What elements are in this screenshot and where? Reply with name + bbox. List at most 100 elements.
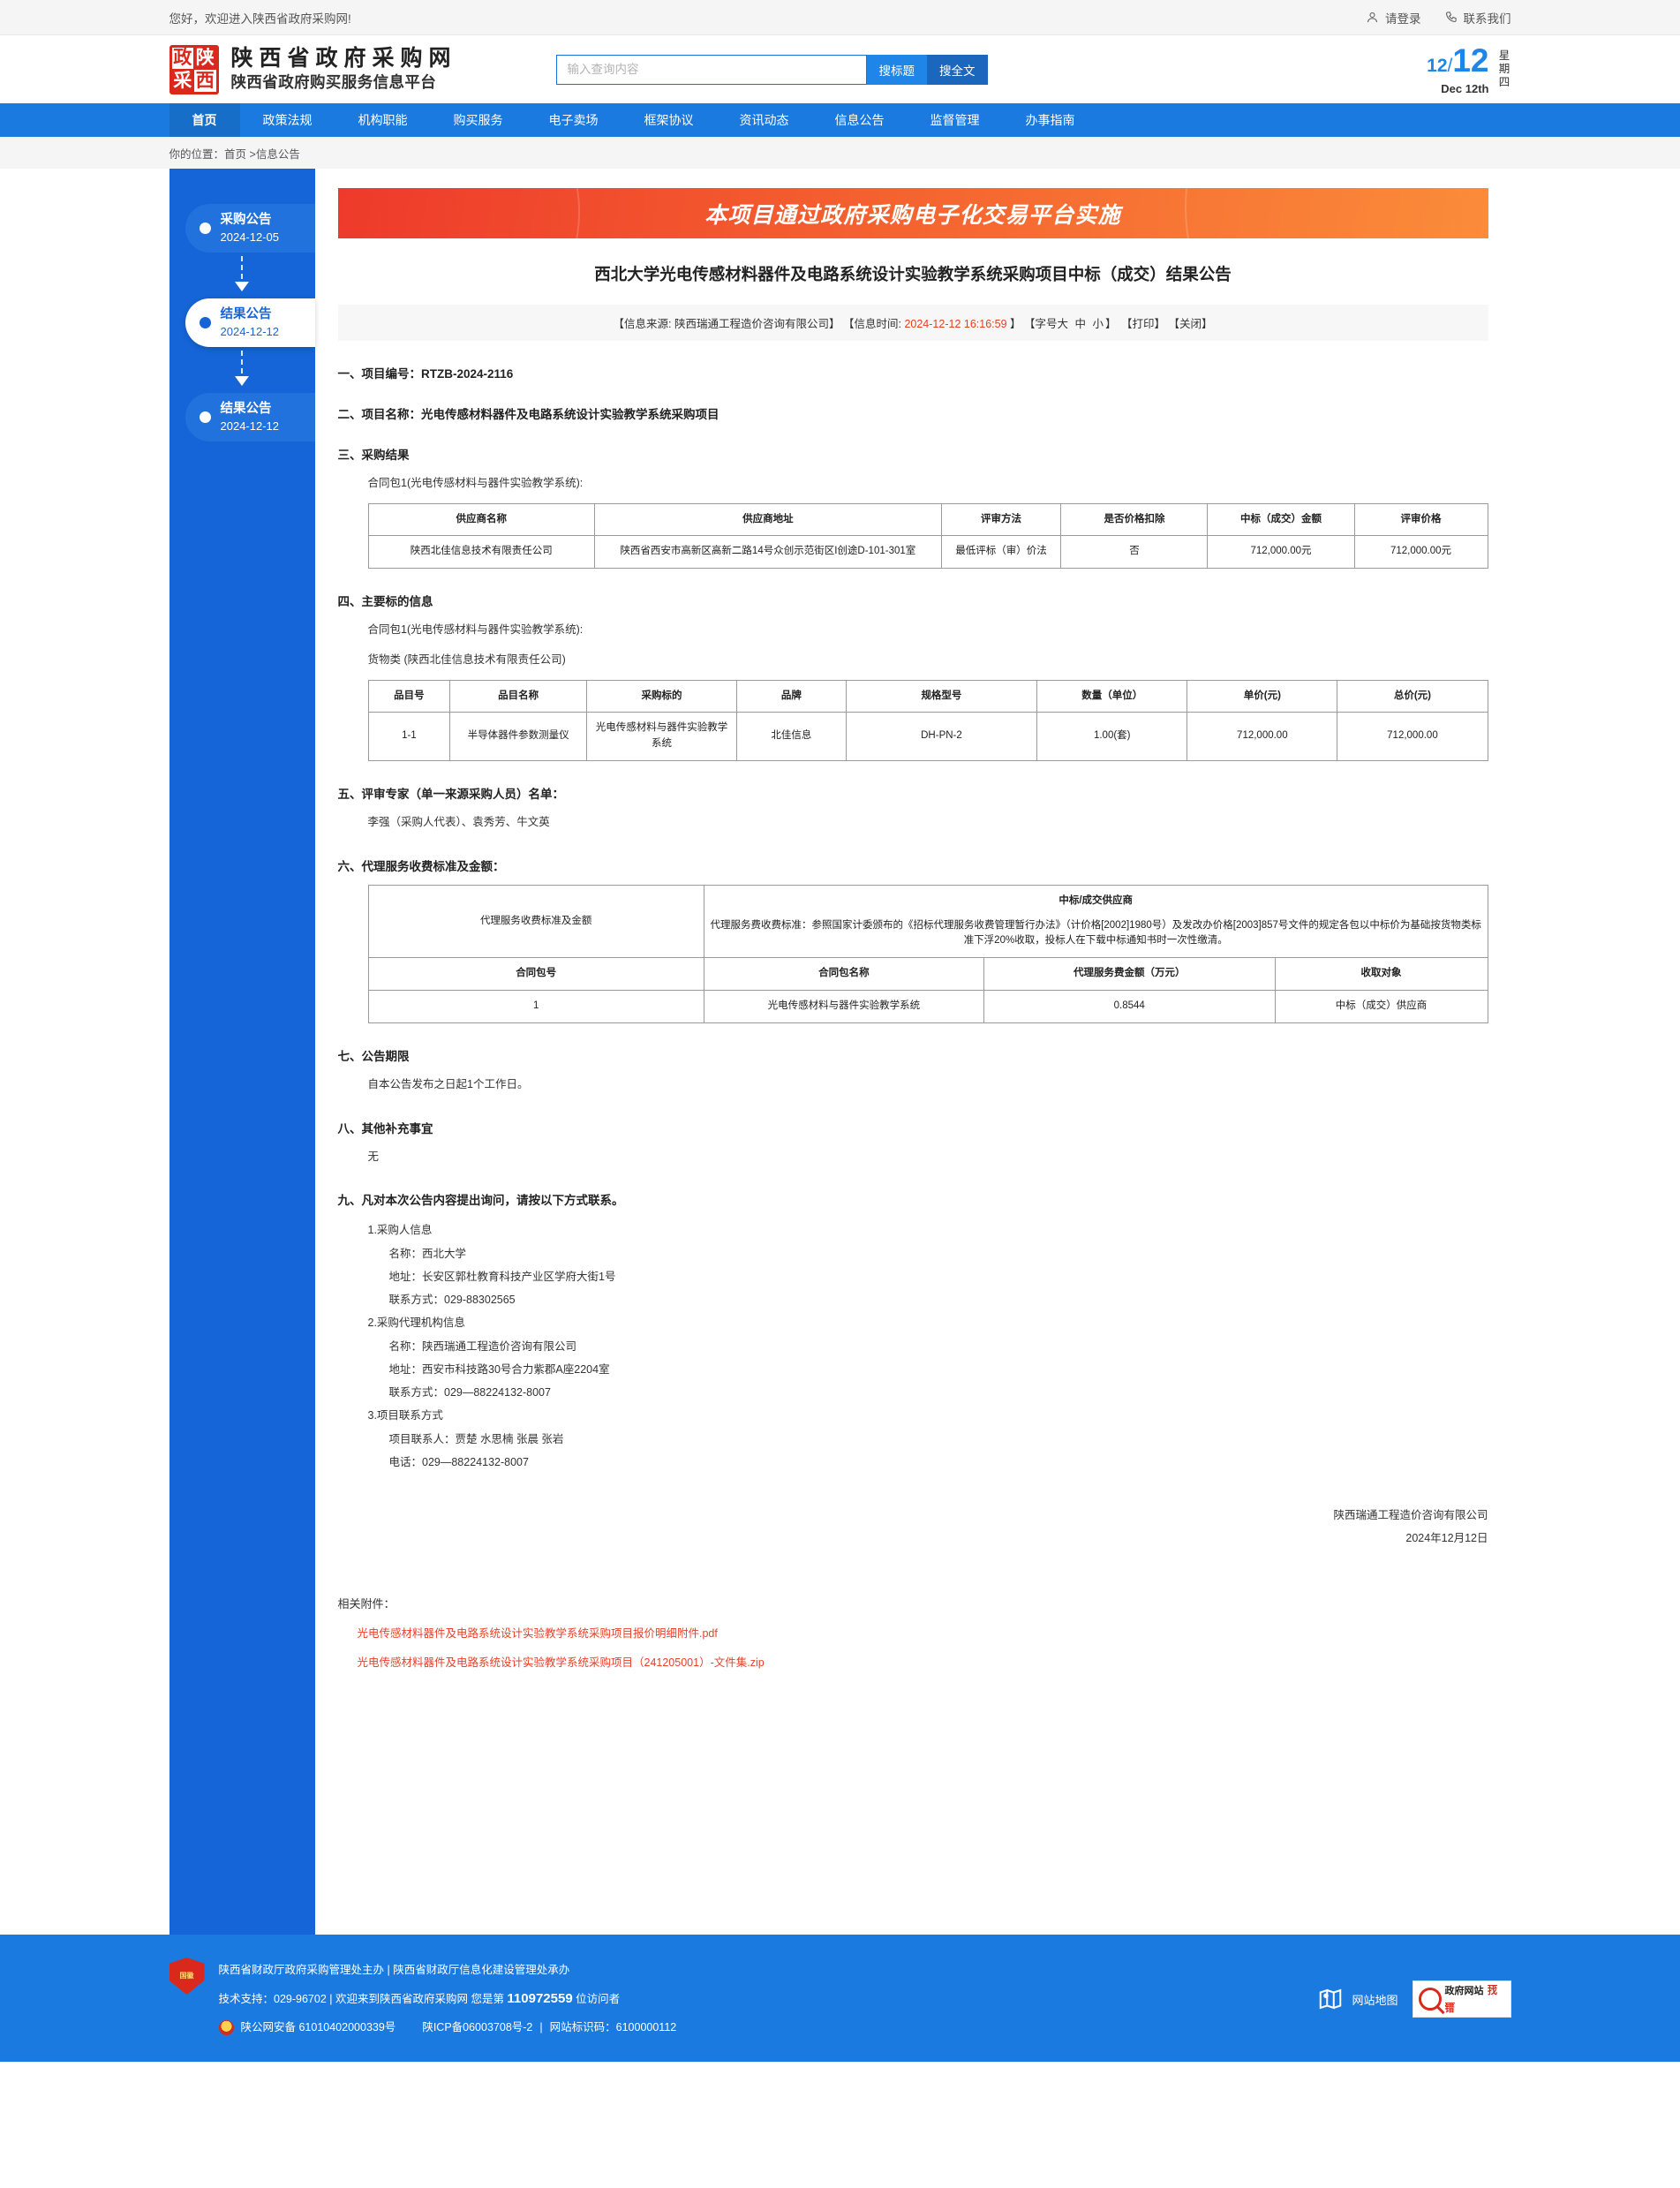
search-title-button[interactable]: 搜标题 xyxy=(866,54,928,85)
purchaser-address: 地址：长安区郭杜教育科技产业区学府大街1号 xyxy=(388,1270,616,1283)
breadcrumb-home[interactable]: 首页 xyxy=(224,147,247,161)
close-button[interactable]: 【关闭】 xyxy=(1168,317,1213,330)
agency-address: 地址：西安市科技路30号合力紫郡A座2204室 xyxy=(388,1362,610,1376)
attachments-heading: 相关附件： xyxy=(337,1596,396,1611)
nav-item-6[interactable]: 资讯动态 xyxy=(739,113,789,127)
section-2-heading: 二、项目名称：光电传感材料器件及电路系统设计实验教学系统采购项目 xyxy=(337,407,719,421)
signature-date: 2024年12月12日 xyxy=(1405,1532,1488,1545)
timeline-item-title: 结果公告 xyxy=(220,402,272,417)
police-beian-link[interactable]: 陕公网安备 61010402000339号 xyxy=(240,2020,396,2033)
column-header: 中标（成交）金额 xyxy=(1207,502,1355,537)
breadcrumb-current[interactable]: 信息公告 xyxy=(255,147,300,161)
column-header: 品目号 xyxy=(367,679,451,713)
sitemap-link[interactable]: 网站地图 xyxy=(1317,1986,1398,2012)
section-8-heading: 八、其他补充事宜 xyxy=(337,1121,433,1135)
section-other-matters: 八、其他补充事宜 无 xyxy=(338,1119,1488,1168)
section-agency-fee: 六、代理服务收费标准及金额： 代理服务收费标准及金额 中标/成交供应商 代理服务费收… xyxy=(338,856,1488,1023)
column-header: 是否价格扣除 xyxy=(1060,502,1209,537)
table-row: 陕西北佳信息技术有限责任公司 陕西省西安市高新区高新二路14号众创示范街区I创途D… xyxy=(367,535,1488,570)
search-area: 搜标题 搜全文 xyxy=(555,54,988,85)
contact-group-1-heading: 1.采购人信息 xyxy=(367,1224,433,1237)
column-header: 规格型号 xyxy=(845,679,1038,713)
section-3-subtitle: 合同包1(光电传感材料与器件实验教学系统): xyxy=(367,476,584,489)
visitor-count: 110972559 xyxy=(507,1991,573,2007)
timeline-item-date: 2024-12-05 xyxy=(220,230,280,245)
login-link[interactable]: 请登录 xyxy=(1366,9,1421,26)
login-label: 请登录 xyxy=(1385,11,1421,26)
nav-item-3[interactable]: 购买服务 xyxy=(453,113,503,127)
timeline-arrow-icon xyxy=(170,347,315,393)
banner-text: 本项目通过政府采购电子化交易平台实施 xyxy=(704,202,1121,228)
site-subtitle: 陕西省政府购买服务信息平台 xyxy=(230,72,437,91)
table-header-row: 供应商名称 供应商地址 评审方法 是否价格扣除 中标（成交）金额 评审价格 xyxy=(367,502,1488,537)
contact-link[interactable]: 联系我们 xyxy=(1444,9,1511,26)
column-header: 合同包号 xyxy=(367,957,704,992)
section-procurement-result: 三、采购结果 合同包1(光电传感材料与器件实验教学系统): 供应商名称 供应商地址… xyxy=(338,445,1488,570)
weekday-label: 星期四 xyxy=(1498,49,1510,89)
print-button[interactable]: 【打印】 xyxy=(1120,317,1165,330)
agency-phone: 联系方式：029—88224132-8007 xyxy=(388,1386,551,1400)
nav-item-4[interactable]: 电子卖场 xyxy=(548,113,599,127)
table-header-row: 品目号 品目名称 采购标的 品牌 规格型号 数量（单位） 单价(元) 总价(元) xyxy=(367,679,1488,713)
gov-website-error-report-badge[interactable]: 政府网站 找错 xyxy=(1412,1981,1511,2018)
info-source-label: 【信息来源: xyxy=(613,317,672,330)
attachment-link-0[interactable]: 光电传感材料器件及电路系统设计实验教学系统采购项目报价明细附件.pdf xyxy=(357,1626,718,1640)
map-icon xyxy=(1317,1986,1344,2012)
nav-item-0[interactable]: 首页 xyxy=(169,103,240,137)
column-header: 总价(元) xyxy=(1337,679,1488,713)
timeline-item-title: 采购公告 xyxy=(220,213,272,228)
document-meta-bar: 【信息来源: 陕西瑞通工程造价咨询有限公司】 【信息时间: 2024-12-12… xyxy=(337,304,1488,341)
table-cell: DH-PN-2 xyxy=(845,712,1038,762)
table-cell: 中标（成交）供应商 xyxy=(1274,990,1488,1023)
fee-standard-label: 代理服务收费标准及金额 xyxy=(367,884,704,959)
section-4-subtitle-2: 货物类 (陕西北佳信息技术有限责任公司) xyxy=(367,653,566,666)
purchaser-name: 名称：西北大学 xyxy=(388,1247,467,1260)
date-month: 12 xyxy=(1427,56,1448,76)
search-input[interactable] xyxy=(555,54,867,85)
national-emblem-icon: 国徽 xyxy=(169,1958,205,1995)
info-time-end: 】 xyxy=(1010,317,1021,330)
breadcrumb-bar: 你的位置：首页 >信息公告 xyxy=(0,137,1680,169)
nav-item-9[interactable]: 办事指南 xyxy=(1025,113,1075,127)
table-cell: 否 xyxy=(1060,535,1209,570)
site-brand[interactable]: 政 陕 采 西 陕西省政府采购网 陕西省政府购买服务信息平台 xyxy=(169,44,457,94)
timeline-item-0[interactable]: 采购公告 2024-12-05 xyxy=(185,204,315,253)
signature-block: 陕西瑞通工程造价咨询有限公司 2024年12月12日 xyxy=(338,1504,1488,1550)
column-header: 供应商名称 xyxy=(367,502,596,537)
table-row: 1-1 半导体器件参数测量仪 光电传感材料与器件实验教学系统 北佳信息 DH-PN-2 1… xyxy=(367,712,1488,762)
table-row: 1 光电传感材料与器件实验教学系统 0.8544 中标（成交）供应商 xyxy=(367,990,1488,1023)
table-cell: 光电传感材料与器件实验教学系统 xyxy=(703,990,984,1023)
section-7-body: 自本公告发布之日起1个工作日。 xyxy=(367,1077,529,1090)
section-contacts: 九、凡对本次公告内容提出询问，请按以下方式联系。 1.采购人信息 名称：西北大学… xyxy=(338,1190,1488,1474)
column-header: 品目名称 xyxy=(449,679,587,713)
nav-item-7[interactable]: 信息公告 xyxy=(834,113,885,127)
agency-name: 名称：陕西瑞通工程造价咨询有限公司 xyxy=(388,1339,577,1353)
page-title: 西北大学光电传感材料器件及电路系统设计实验教学系统采购项目中标（成交）结果公告 xyxy=(594,265,1232,283)
icp-beian-link[interactable]: 陕ICP备06003708号-2 xyxy=(422,2020,533,2033)
section-8-body: 无 xyxy=(367,1150,380,1163)
timeline-dot-icon xyxy=(199,223,211,234)
table-cell: 1.00(套) xyxy=(1036,712,1188,762)
info-time-value: 2024-12-12 16:16:59 xyxy=(904,317,1007,330)
section-9-heading: 九、凡对本次公告内容提出询问，请按以下方式联系。 xyxy=(337,1194,624,1208)
seal-char-1: 政 xyxy=(171,47,193,69)
nav-item-5[interactable]: 框架协议 xyxy=(644,113,694,127)
column-header: 采购标的 xyxy=(585,679,738,713)
font-size-options[interactable]: 大 中 小】 xyxy=(1057,317,1119,330)
nav-item-8[interactable]: 监督管理 xyxy=(930,113,980,127)
table-cell: 光电传感材料与器件实验教学系统 xyxy=(585,712,738,762)
search-fulltext-button[interactable]: 搜全文 xyxy=(927,54,988,85)
nav-item-2[interactable]: 机构职能 xyxy=(358,113,408,127)
date-english: Dec 12th xyxy=(1441,82,1489,95)
footer-support-text: 技术支持：029-96702 | 欢迎来到陕西省政府采购网 您是第 xyxy=(218,1993,508,2006)
timeline-item-2[interactable]: 结果公告 2024-12-12 xyxy=(185,393,315,441)
contact-group-3-heading: 3.项目联系方式 xyxy=(367,1409,443,1422)
date-slash: / xyxy=(1447,56,1453,76)
seal-char-4: 西 xyxy=(194,69,216,92)
items-table: 品目号 品目名称 采购标的 品牌 规格型号 数量（单位） 单价(元) 总价(元) 1-1 半导体器… xyxy=(367,679,1488,762)
attachment-link-1[interactable]: 光电传感材料器件及电路系统设计实验教学系统采购项目（241205001）-文件集… xyxy=(357,1656,765,1669)
timeline-item-1[interactable]: 结果公告 2024-12-12 xyxy=(185,298,315,347)
project-contact-phone: 电话：029—88224132-8007 xyxy=(388,1455,529,1468)
nav-item-1[interactable]: 政策法规 xyxy=(262,113,313,127)
attachments-list: 光电传感材料器件及电路系统设计实验教学系统采购项目报价明细附件.pdf 光电传感材… xyxy=(338,1624,1488,1670)
